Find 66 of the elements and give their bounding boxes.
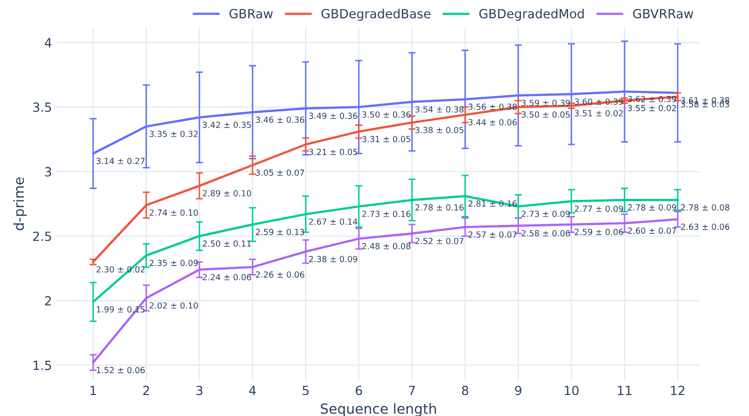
data-label: 3.51 ± 0.02: [574, 110, 623, 116]
legend-label: GBVRRaw: [633, 8, 694, 18]
data-label: 3.54 ± 0.38: [415, 106, 464, 113]
data-label: 3.50 ± 0.05: [522, 111, 570, 118]
x-tick-label: 6: [356, 386, 362, 396]
data-label: 3.61 ± 0.38: [681, 97, 730, 104]
y-tick-label: 3.5: [33, 102, 52, 112]
y-axis-title: d-prime: [13, 177, 27, 230]
data-label: 2.77 ± 0.09: [574, 206, 623, 212]
data-label: 1.52 ± 0.06: [96, 366, 145, 374]
data-label: 2.81 ± 0.16: [468, 200, 517, 207]
data-label: 2.78 ± 0.08: [681, 204, 730, 211]
data-label: 3.49 ± 0.36: [309, 112, 358, 119]
data-label: 2.63 ± 0.06: [681, 224, 730, 230]
data-label: 3.44 ± 0.06: [468, 119, 517, 126]
data-label: 2.60 ± 0.07: [628, 228, 676, 234]
y-tick-label: 2: [45, 296, 51, 306]
legend-label: GBRaw: [229, 8, 273, 18]
data-label: 3.38 ± 0.05: [415, 126, 464, 134]
x-tick-label: 7: [409, 386, 415, 395]
data-label: 2.78 ± 0.16: [415, 204, 464, 211]
x-tick-label: 8: [462, 386, 468, 396]
data-label: 3.05 ± 0.07: [256, 169, 304, 176]
data-label: 2.35 ± 0.09: [150, 260, 198, 266]
x-tick-label: 2: [143, 386, 149, 395]
y-tick-label: 1.5: [34, 360, 52, 370]
x-tick-label: 4: [249, 386, 256, 395]
data-label: 2.78 ± 0.09: [628, 204, 676, 211]
x-tick-label: 9: [515, 386, 522, 396]
y-tick-label: 4: [44, 38, 52, 48]
x-tick-label: 10: [564, 386, 579, 396]
data-label: 2.52 ± 0.07: [415, 238, 464, 244]
data-label: 3.46 ± 0.36: [256, 116, 304, 123]
data-label: 2.59 ± 0.06: [574, 228, 624, 236]
data-label: 3.14 ± 0.27: [96, 158, 145, 164]
legend-label: GBDegradedBase: [322, 8, 430, 21]
data-label: 3.59 ± 0.39: [522, 100, 570, 106]
data-label: 3.35 ± 0.32: [150, 130, 198, 138]
data-label: 2.73 ± 0.16: [362, 210, 410, 218]
data-label: 3.50 ± 0.36: [362, 111, 410, 118]
x-tick-label: 5: [302, 386, 309, 396]
data-label: 3.55 ± 0.02: [628, 104, 676, 112]
data-label: 2.50 ± 0.11: [202, 240, 251, 247]
data-label: 2.67 ± 0.14: [309, 218, 358, 225]
data-label: 3.21 ± 0.05: [309, 148, 358, 156]
y-tick-label: 2.5: [33, 232, 52, 242]
data-label: 3.58 ± 0.03: [681, 101, 730, 108]
x-tick-label: 11: [618, 386, 632, 395]
x-tick-label: 3: [196, 386, 202, 396]
data-label: 2.59 ± 0.13: [256, 228, 304, 236]
data-label: 3.42 ± 0.35: [202, 122, 251, 128]
x-tick-label: 1: [90, 386, 96, 395]
data-label: 2.26 ± 0.06: [256, 271, 304, 278]
legend-label: GBDegradedMod: [479, 8, 584, 21]
data-label: 2.73 ± 0.09: [522, 210, 570, 218]
data-label: 2.74 ± 0.10: [150, 209, 198, 216]
data-label: 2.48 ± 0.08: [362, 243, 410, 250]
data-label: 2.38 ± 0.09: [309, 256, 358, 262]
x-tick-label: 12: [671, 386, 684, 395]
data-label: 2.02 ± 0.10: [150, 302, 198, 309]
data-label: 3.31 ± 0.05: [362, 136, 410, 142]
data-label: 2.57 ± 0.07: [468, 231, 517, 238]
data-label: 2.89 ± 0.10: [202, 190, 252, 196]
y-tick-label: 3: [45, 167, 52, 177]
data-label: 2.24 ± 0.06: [202, 274, 252, 280]
data-label: 2.58 ± 0.06: [522, 230, 570, 236]
